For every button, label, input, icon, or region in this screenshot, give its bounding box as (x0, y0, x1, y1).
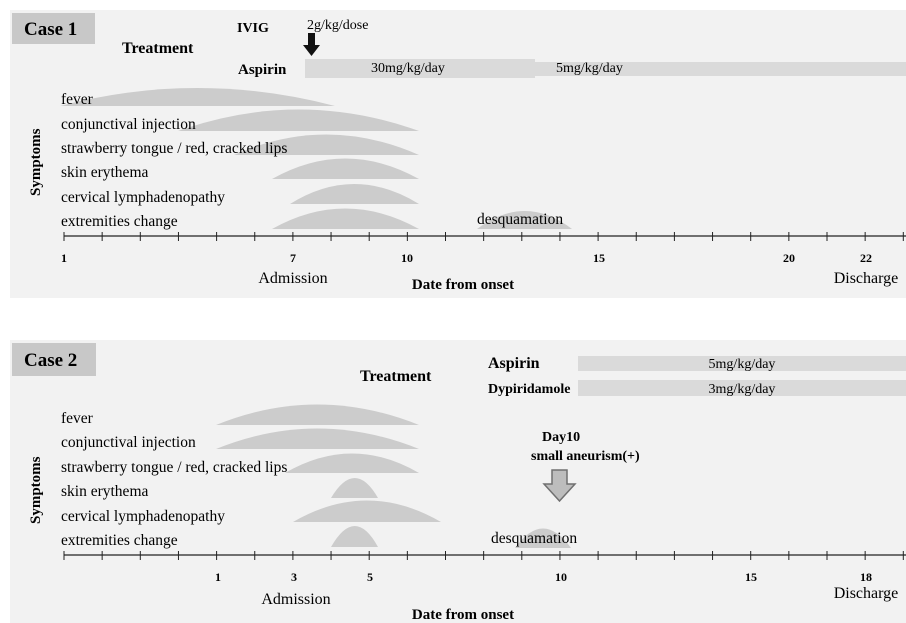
case-2-tick-5: 5 (367, 570, 373, 584)
case-2-title: Case 2 (24, 350, 77, 371)
case-1-desquamation-bar (477, 211, 572, 229)
case-2-strawberry-bar (285, 453, 419, 473)
case-2-symptom-extremities: extremities change (61, 532, 178, 549)
case-2-dypiridamole-bar (578, 380, 906, 396)
case-2-event-text: small aneurism(+) (531, 449, 640, 464)
case-1-aspirin-high-dose: 30mg/kg/day (371, 61, 445, 76)
case-1-extremities-bar (272, 208, 419, 229)
case-1-tick-7: 7 (290, 251, 296, 265)
case-2-symptoms-label: Symptoms (28, 456, 44, 524)
case-1-ivig-label: IVIG (237, 21, 269, 36)
case-1-lymph-bar (290, 184, 419, 204)
case-1-title: Case 1 (24, 19, 77, 40)
case-2-admission-label: Admission (261, 591, 330, 608)
case-1-tick-1: 1 (61, 251, 67, 265)
case-1-symptoms-label: Symptoms (28, 128, 44, 196)
case-1-discharge-label: Discharge (834, 270, 899, 287)
case-2-title-box (12, 343, 96, 376)
case-2-axis-ticks (63, 551, 904, 560)
case-1-desquamation-label: desquamation (477, 211, 563, 228)
case-1-symptom-erythema: skin erythema (61, 164, 148, 181)
case-2-event-day: Day10 (542, 430, 580, 445)
case-1-symptom-extremities: extremities change (61, 213, 178, 230)
case-1-symptom-conjunctival: conjunctival injection (61, 116, 196, 133)
case-2-aspirin-label: Aspirin (488, 355, 540, 372)
case-1-strawberry-bar (234, 134, 419, 155)
case-2-treatment-label: Treatment (360, 368, 432, 385)
case-2-desquamation-bar (515, 528, 571, 548)
case-2-dypiridamole-dose: 3mg/kg/day (709, 382, 776, 397)
case-2-tick-10: 10 (555, 570, 567, 584)
case-2-tick-18: 18 (860, 570, 872, 584)
case-2-desquamation-label: desquamation (491, 530, 577, 547)
case-1-conjunctival-bar (178, 109, 419, 131)
case-2-symptom-erythema: skin erythema (61, 483, 148, 500)
case-1-erythema-bar (272, 158, 419, 179)
case-2-tick-1: 1 (215, 570, 221, 584)
case-1-axis-ticks (63, 232, 904, 241)
case-1-ivig-dose: 2g/kg/dose (307, 18, 368, 33)
case-2-aspirin-dose: 5mg/kg/day (709, 357, 776, 372)
case-2-symptom-lymph: cervical lymphadenopathy (61, 508, 225, 525)
case-1-panel: Case 1 Treatment IVIG 2g/kg/dose Aspirin… (10, 10, 906, 298)
case-2-axis-title: Date from onset (412, 607, 514, 623)
case-1-symptom-lymph: cervical lymphadenopathy (61, 189, 225, 206)
case-1-treatment-label: Treatment (122, 40, 194, 57)
case-1-tick-22: 22 (860, 251, 872, 265)
case-2-discharge-label: Discharge (834, 585, 899, 602)
aneurism-arrow-icon (542, 469, 577, 503)
case-1-aspirin-high-bar (305, 59, 535, 78)
case-2-extremities-bar (331, 526, 378, 547)
case-2-aspirin-bar (578, 356, 906, 371)
case-1-symptom-strawberry: strawberry tongue / red, cracked lips (61, 140, 287, 157)
case-1-symptom-fever: fever (61, 91, 94, 108)
case-1-tick-20: 20 (783, 251, 795, 265)
case-2-tick-3: 3 (291, 570, 297, 584)
case-1-axis-title: Date from onset (412, 277, 514, 293)
case-2-conjunctival-bar (216, 428, 419, 449)
case-2-fever-bar (216, 404, 419, 425)
case-1-aspirin-label: Aspirin (238, 62, 287, 78)
case-1-fever-bar (60, 88, 335, 106)
case-1-title-box (12, 13, 95, 44)
case-1-tick-15: 15 (593, 251, 605, 265)
case-2-lymph-bar (293, 500, 441, 522)
case-2-symptom-fever: fever (61, 410, 94, 427)
ivig-arrow-icon (303, 33, 320, 56)
case-2-symptom-strawberry: strawberry tongue / red, cracked lips (61, 459, 287, 476)
case-1-background (10, 10, 906, 298)
case-1-aspirin-low-bar (535, 62, 906, 76)
case-2-symptom-conjunctival: conjunctival injection (61, 434, 196, 451)
case-1-aspirin-low-dose: 5mg/kg/day (556, 61, 623, 76)
case-1-admission-label: Admission (258, 270, 327, 287)
case-2-panel: Case 2 Treatment Aspirin 5mg/kg/day Dypi… (10, 340, 906, 623)
case-2-tick-15: 15 (745, 570, 757, 584)
case-1-tick-10: 10 (401, 251, 413, 265)
case-2-dypiridamole-label: Dypiridamole (488, 382, 570, 397)
case-2-erythema-bar (331, 478, 378, 498)
